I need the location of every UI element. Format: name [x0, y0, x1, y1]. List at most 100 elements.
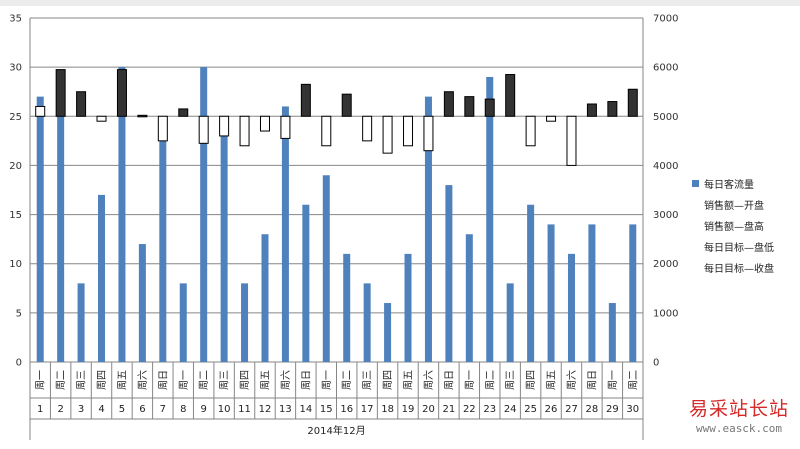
x-day-label: 5	[119, 404, 125, 415]
candle	[382, 115, 393, 154]
bar	[281, 106, 289, 362]
y-left-tick-label: 0	[16, 358, 22, 369]
x-day-label: 12	[259, 404, 272, 415]
y-right-tick-label: 7000	[653, 14, 678, 25]
candle	[300, 83, 311, 117]
candle	[259, 115, 270, 132]
x-day-label: 29	[606, 404, 619, 415]
legend-label: 销售额—盘高	[704, 222, 764, 233]
bar	[118, 67, 126, 363]
bar	[629, 224, 637, 362]
candle	[157, 115, 168, 142]
bar	[363, 283, 371, 362]
x-weekday-label: 周一	[178, 370, 190, 390]
bar	[200, 67, 208, 363]
x-day-label: 21	[443, 404, 456, 415]
bar	[98, 194, 106, 362]
bar	[424, 96, 432, 362]
x-weekday-label: 周一	[464, 370, 476, 390]
bar	[445, 185, 453, 362]
x-day-label: 15	[320, 404, 333, 415]
candle	[76, 91, 87, 117]
x-weekday-label: 周四	[239, 370, 251, 390]
candle	[525, 115, 536, 147]
x-day-label: 6	[139, 404, 145, 415]
x-day-label: 4	[98, 404, 104, 415]
x-day-label: 20	[422, 404, 435, 415]
candle	[116, 69, 127, 117]
x-day-label: 17	[361, 404, 374, 415]
bar	[404, 253, 412, 362]
bar	[159, 135, 167, 362]
legend-label: 每日目标—盘低	[704, 243, 774, 254]
y-right-tick-label: 3000	[653, 210, 678, 221]
watermark-logo: 易采站长站 www.easck.com	[680, 397, 798, 447]
candle	[403, 115, 414, 147]
y-right-tick-label: 6000	[653, 63, 678, 74]
watermark-url: www.easck.com	[695, 422, 783, 435]
candle	[627, 88, 638, 117]
x-weekday-label: 周二	[484, 370, 496, 390]
bar	[241, 283, 249, 362]
x-weekday-label: 周三	[505, 370, 517, 390]
candle	[443, 91, 454, 117]
x-weekday-label: 周四	[96, 370, 108, 390]
x-weekday-label: 周三	[362, 370, 374, 390]
bar	[138, 244, 146, 362]
x-day-label: 7	[160, 404, 166, 415]
x-weekday-label: 周三	[219, 370, 231, 390]
x-weekday-label: 周六	[423, 370, 435, 390]
candle	[96, 115, 107, 122]
x-day-label: 13	[279, 404, 292, 415]
y-left-tick-label: 20	[9, 161, 22, 172]
bar	[322, 175, 330, 362]
legend-label: 每日目标—收盘	[704, 264, 774, 275]
x-day-label: 30	[626, 404, 639, 415]
candle	[607, 101, 618, 117]
y-right-tick-label: 4000	[653, 161, 678, 172]
x-day-label: 25	[524, 404, 537, 415]
x-weekday-label: 周一	[321, 370, 333, 390]
x-day-label: 8	[180, 404, 186, 415]
x-weekday-label: 周二	[55, 370, 67, 390]
legend-item-close: 每日目标—收盘	[690, 257, 790, 278]
legend-swatch-none	[692, 201, 699, 208]
legend-swatch-none	[692, 243, 699, 250]
y-left-tick-label: 15	[9, 210, 22, 221]
candle	[464, 96, 475, 117]
x-weekday-label: 周六	[137, 370, 149, 390]
y-left-tick-label: 25	[9, 112, 22, 123]
legend-swatch-none	[692, 264, 699, 271]
x-weekday-label: 周五	[403, 370, 415, 390]
legend-swatch-none	[692, 222, 699, 229]
candle	[341, 93, 352, 117]
x-weekday-label: 周四	[525, 370, 537, 390]
x-weekday-label: 周日	[586, 370, 598, 390]
candle	[55, 69, 66, 117]
candle	[423, 115, 434, 152]
candle	[239, 115, 250, 147]
candle	[219, 115, 230, 137]
bar	[527, 204, 535, 362]
x-day-label: 26	[545, 404, 558, 415]
candle	[137, 114, 148, 118]
x-weekday-label: 周二	[341, 370, 353, 390]
x-day-label: 18	[381, 404, 394, 415]
watermark-title: 易采站长站	[688, 398, 789, 420]
candle	[546, 115, 557, 122]
x-day-label: 16	[340, 404, 353, 415]
legend-item-open: 销售额—开盘	[690, 194, 790, 215]
y-right-tick-label: 1000	[653, 308, 678, 319]
candle	[505, 74, 516, 117]
x-weekday-label: 周五	[259, 370, 271, 390]
legend-swatch-bar	[692, 180, 699, 187]
x-day-label: 10	[218, 404, 231, 415]
legend-item-low: 每日目标—盘低	[690, 236, 790, 257]
y-right-tick-label: 0	[653, 358, 659, 369]
y-left-tick-label: 30	[9, 63, 22, 74]
bar	[506, 283, 514, 362]
bar	[608, 303, 616, 362]
candle	[35, 105, 46, 117]
candle	[586, 103, 597, 117]
y-right-tick-label: 5000	[653, 112, 678, 123]
